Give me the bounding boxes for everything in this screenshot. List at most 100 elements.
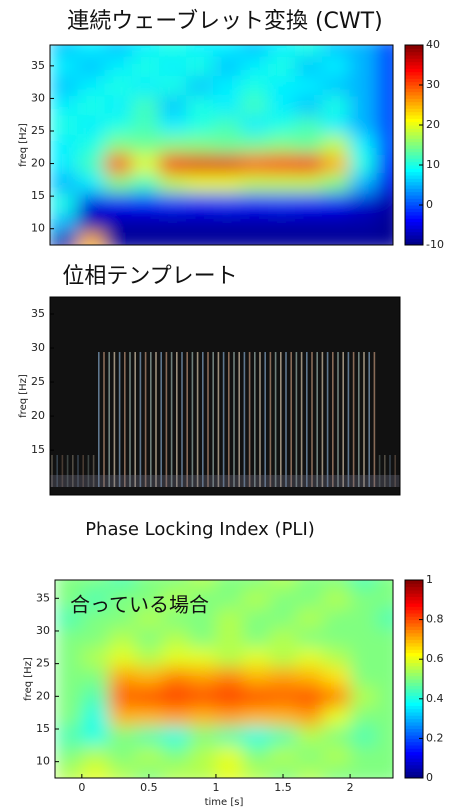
heatmap-cell <box>189 687 216 707</box>
colorbar-segment <box>405 105 423 109</box>
heatmap-cell <box>216 726 243 746</box>
colorbar-segment <box>405 208 423 212</box>
colorbar-segment <box>405 145 423 149</box>
heatmap-cell <box>241 232 269 252</box>
colorbar-segment <box>405 752 423 756</box>
heatmap-cell <box>268 154 296 174</box>
heatmap-cell <box>377 608 404 628</box>
heatmap-cell <box>296 687 323 707</box>
heatmap-cell <box>213 56 241 76</box>
y-tick-label: 35 <box>31 59 45 72</box>
heatmap-cell <box>109 667 136 687</box>
colorbar-segment <box>405 52 423 56</box>
heatmap-cell <box>162 745 189 765</box>
heatmap-cell <box>349 193 377 213</box>
colorbar-segment <box>405 135 423 139</box>
heatmap-cell <box>295 154 323 174</box>
heatmap-cell <box>323 608 350 628</box>
heatmap-cell <box>186 173 214 193</box>
colorbar-segment <box>405 128 423 132</box>
heatmap-cell <box>323 628 350 648</box>
colorbar-segment <box>405 55 423 59</box>
colorbar-segment <box>405 606 423 610</box>
colorbar-segment <box>405 755 423 759</box>
heatmap-cell <box>295 173 323 193</box>
heatmap-cell <box>82 667 109 687</box>
colorbar-segment <box>405 62 423 66</box>
heatmap-cell <box>350 628 377 648</box>
colorbar-segment <box>405 603 423 607</box>
colorbar-segment <box>405 676 423 680</box>
heatmap-cell <box>77 115 105 135</box>
heatmap-cell <box>186 193 214 213</box>
heatmap-cell <box>55 745 82 765</box>
heatmap-cell <box>213 76 241 96</box>
heatmap-cell <box>295 134 323 154</box>
heatmap-cells <box>50 37 404 252</box>
colorbar-tick-label: 1 <box>426 573 433 586</box>
heatmap-cell <box>350 588 377 608</box>
colorbar-segment <box>405 686 423 690</box>
y-tick-label: 30 <box>31 341 45 354</box>
heatmap-cell <box>77 212 105 232</box>
heatmap-cell <box>135 726 162 746</box>
heatmap-cell <box>295 56 323 76</box>
colorbar-segment <box>405 745 423 749</box>
heatmap-cell <box>82 765 109 785</box>
heatmap-cell <box>135 647 162 667</box>
heatmap-cell <box>50 37 78 57</box>
heatmap-cell <box>55 706 82 726</box>
colorbar-segment <box>405 88 423 92</box>
heatmap-cell <box>295 232 323 252</box>
heatmap-cell <box>295 95 323 115</box>
heatmap-cell <box>77 76 105 96</box>
heatmap-cell <box>159 134 187 154</box>
colorbar-segment <box>405 663 423 667</box>
heatmap-cell <box>82 628 109 648</box>
heatmap-cell <box>55 647 82 667</box>
heatmap-cell <box>322 173 350 193</box>
heatmap-cell <box>377 745 404 765</box>
heatmap-cell <box>323 706 350 726</box>
colorbar-segment <box>405 682 423 686</box>
heatmap-cell <box>296 647 323 667</box>
colorbar-segment <box>405 620 423 624</box>
heatmap-cell <box>350 647 377 667</box>
colorbar-segment <box>405 725 423 729</box>
heatmap-cell <box>132 115 160 135</box>
heatmap-cell <box>55 628 82 648</box>
colorbar-segment <box>405 712 423 716</box>
heatmap-cell <box>50 212 78 232</box>
colorbar-tick-label: 0.6 <box>426 652 444 665</box>
colorbar-tick-label: 40 <box>426 38 440 51</box>
colorbar-segment <box>405 132 423 136</box>
heatmap-cell <box>159 37 187 57</box>
heatmap-cell <box>270 569 297 589</box>
heatmap-cell <box>50 56 78 76</box>
colorbar-segment <box>405 232 423 236</box>
heatmap-cell <box>322 232 350 252</box>
heatmap-cell <box>268 232 296 252</box>
colorbar-segment <box>405 646 423 650</box>
x-axis-label: time [s] <box>205 797 244 808</box>
colorbar-segment <box>405 95 423 99</box>
heatmap-cell <box>241 56 269 76</box>
heatmap-cell <box>82 726 109 746</box>
heatmap-cell <box>323 745 350 765</box>
heatmap-cell <box>270 608 297 628</box>
heatmap-cell <box>77 232 105 252</box>
colorbar-segment <box>405 235 423 239</box>
phase-stripes <box>52 352 395 487</box>
heatmap-cell <box>50 95 78 115</box>
heatmap-cell <box>270 726 297 746</box>
heatmap-cell <box>104 212 132 232</box>
heatmap-cell <box>268 134 296 154</box>
heatmap-cell <box>213 95 241 115</box>
image-background <box>50 297 400 495</box>
colorbar-segment <box>405 653 423 657</box>
colorbar-segment <box>405 715 423 719</box>
heatmap-cell <box>186 134 214 154</box>
heatmap-cell <box>82 647 109 667</box>
colorbar-tick-label: 30 <box>426 78 440 91</box>
colorbar-segment <box>405 195 423 199</box>
